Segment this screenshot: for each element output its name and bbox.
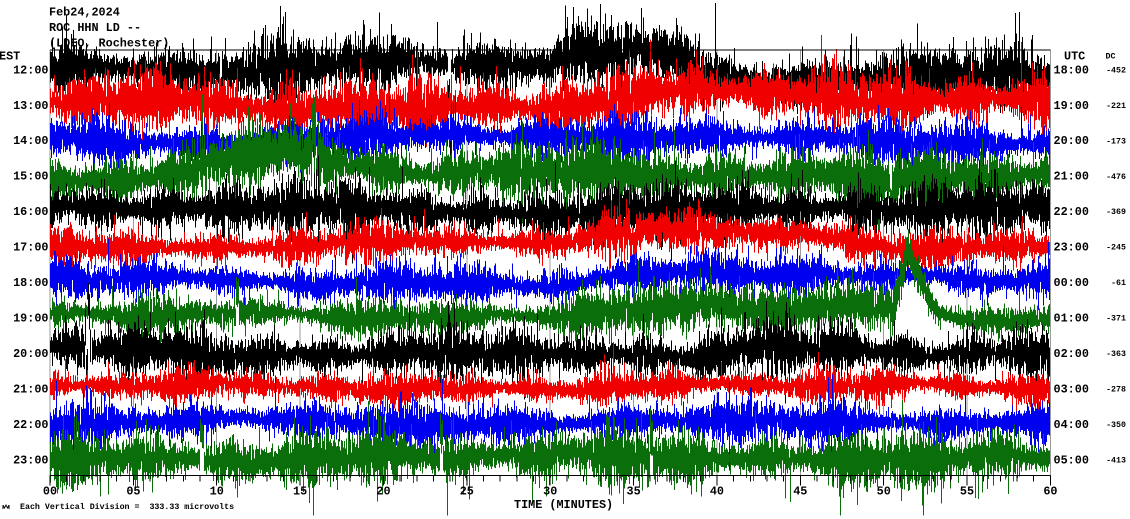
svg-text:22:00: 22:00 <box>13 418 48 432</box>
svg-text:Each Vertical Division = 333.: Each Vertical Division = 333.33 microvol… <box>20 502 234 512</box>
svg-text:TIME (MINUTES): TIME (MINUTES) <box>514 498 613 512</box>
svg-text:19:00: 19:00 <box>1054 99 1089 113</box>
svg-text:-350: -350 <box>1106 421 1126 430</box>
svg-text:22:00: 22:00 <box>1054 205 1089 219</box>
svg-text:21:00: 21:00 <box>13 382 48 396</box>
svg-text:16:00: 16:00 <box>13 205 48 219</box>
svg-text:00: 00 <box>43 485 57 499</box>
svg-text:60: 60 <box>1043 485 1057 499</box>
svg-text:-371: -371 <box>1106 315 1126 324</box>
svg-text:00:00: 00:00 <box>1054 276 1089 290</box>
svg-text:15: 15 <box>293 485 307 499</box>
svg-text:EST: EST <box>0 50 20 64</box>
svg-text:23:00: 23:00 <box>1054 241 1089 255</box>
svg-text:21:00: 21:00 <box>1054 170 1089 184</box>
svg-text:04:00: 04:00 <box>1054 418 1089 432</box>
svg-text:40: 40 <box>710 485 724 499</box>
svg-text:35: 35 <box>627 485 641 499</box>
svg-text:05:00: 05:00 <box>1054 453 1089 467</box>
svg-text:-476: -476 <box>1106 173 1126 182</box>
svg-text:45: 45 <box>793 485 807 499</box>
svg-text:25: 25 <box>460 485 474 499</box>
svg-text:-245: -245 <box>1106 244 1126 253</box>
svg-text:14:00: 14:00 <box>13 134 48 148</box>
svg-text:-278: -278 <box>1106 386 1126 395</box>
svg-text:-369: -369 <box>1106 208 1126 217</box>
svg-text:20:00: 20:00 <box>1054 134 1089 148</box>
svg-text:17:00: 17:00 <box>13 241 48 255</box>
svg-text:-173: -173 <box>1106 137 1126 146</box>
svg-text:Feb24,2024: Feb24,2024 <box>49 6 120 20</box>
svg-text:18:00: 18:00 <box>1054 63 1089 77</box>
svg-text:12:00: 12:00 <box>13 63 48 77</box>
svg-text:15:00: 15:00 <box>13 170 48 184</box>
svg-text:30: 30 <box>543 485 557 499</box>
svg-text:23:00: 23:00 <box>13 453 48 467</box>
svg-text:(LDEO, Rochester): (LDEO, Rochester) <box>49 37 169 51</box>
svg-text:DC: DC <box>1106 52 1116 61</box>
svg-text:10: 10 <box>210 485 224 499</box>
svg-text:-363: -363 <box>1106 350 1126 359</box>
svg-text:03:00: 03:00 <box>1054 382 1089 396</box>
svg-text:-221: -221 <box>1106 102 1126 111</box>
svg-text:01:00: 01:00 <box>1054 312 1089 326</box>
svg-text:19:00: 19:00 <box>13 312 48 326</box>
svg-text:02:00: 02:00 <box>1054 347 1089 361</box>
svg-text:13:00: 13:00 <box>13 99 48 113</box>
svg-text:ROC HHN LD --: ROC HHN LD -- <box>49 21 141 35</box>
svg-text:-413: -413 <box>1106 457 1126 466</box>
svg-text:50: 50 <box>877 485 891 499</box>
svg-text:18:00: 18:00 <box>13 276 48 290</box>
svg-text:55: 55 <box>960 485 974 499</box>
svg-text:05: 05 <box>126 485 140 499</box>
svg-text:20: 20 <box>376 485 390 499</box>
svg-text:UTC: UTC <box>1064 50 1085 64</box>
svg-text:-61: -61 <box>1111 279 1126 288</box>
svg-text:20:00: 20:00 <box>13 347 48 361</box>
svg-text:-452: -452 <box>1106 66 1126 75</box>
